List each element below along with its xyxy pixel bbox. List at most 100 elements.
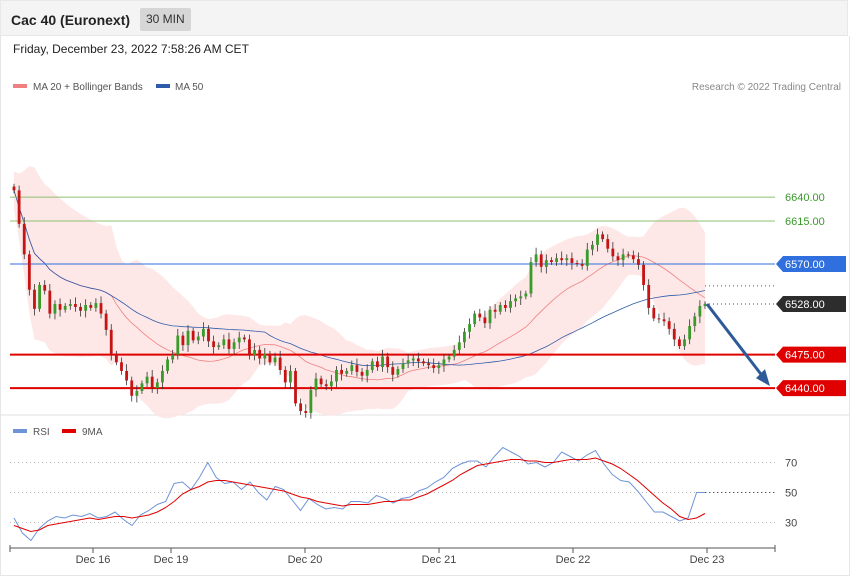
level-label: 6640.00 xyxy=(785,192,825,204)
candle-body xyxy=(396,369,400,375)
candle-body xyxy=(268,353,272,363)
rsi-ma-legend-swatch xyxy=(62,429,76,433)
candle-body xyxy=(53,304,57,314)
candle-body xyxy=(166,359,169,371)
candle-body xyxy=(33,289,36,309)
candle-body xyxy=(601,234,605,240)
candle-body xyxy=(386,356,390,368)
candle-body xyxy=(647,284,651,308)
candle-body xyxy=(442,359,446,366)
candle-body xyxy=(294,370,297,404)
candle-body xyxy=(43,284,47,291)
candle-body xyxy=(575,262,579,264)
candle-body xyxy=(596,234,599,245)
forecast-arrow-head xyxy=(756,369,770,387)
instrument-title: Cac 40 (Euronext) xyxy=(11,12,131,28)
candle-body xyxy=(109,329,113,354)
candle-body xyxy=(406,360,410,364)
candle-body xyxy=(263,353,267,359)
candle-body xyxy=(427,363,431,366)
forecast-arrow-shaft xyxy=(705,303,766,380)
candle-body xyxy=(283,369,287,383)
candle-body xyxy=(637,259,640,265)
candle-body xyxy=(488,309,492,324)
candle-body xyxy=(38,284,42,309)
candle-body xyxy=(590,244,594,250)
candle-body xyxy=(125,370,129,381)
rsi-tick-label: 30 xyxy=(785,518,797,530)
candle-body xyxy=(350,365,354,371)
candle-body xyxy=(677,339,681,347)
candle-body xyxy=(391,367,395,375)
candle-body xyxy=(642,264,645,285)
candle-body xyxy=(345,370,349,374)
candle-body xyxy=(693,316,697,327)
candle-body xyxy=(335,369,338,382)
candle-body xyxy=(631,255,635,260)
candle-body xyxy=(48,290,52,314)
candle-body xyxy=(688,326,692,340)
interval-button[interactable]: 30 MIN xyxy=(140,8,191,31)
candle-body xyxy=(145,376,149,384)
candle-body xyxy=(309,390,313,413)
candle-body xyxy=(58,304,62,310)
candle-body xyxy=(478,313,482,318)
candle-body xyxy=(79,306,82,311)
candle-body xyxy=(329,381,333,387)
candle-body xyxy=(355,365,359,372)
candle-body xyxy=(227,339,231,349)
candle-body xyxy=(463,331,466,343)
level-tag-support xyxy=(776,380,846,397)
candle-body xyxy=(611,248,615,257)
bollinger-legend-swatch xyxy=(13,84,27,88)
candle-body xyxy=(626,254,630,256)
candle-body xyxy=(140,383,144,391)
chart-header: Cac 40 (Euronext) 30 MIN xyxy=(0,0,848,36)
candle-body xyxy=(155,382,159,389)
time-axis-label: Dec 16 xyxy=(76,554,111,566)
bollinger-legend-label: MA 20 + Bollinger Bands xyxy=(33,82,143,93)
candle-body xyxy=(253,349,256,356)
candle-body xyxy=(186,330,190,346)
candle-body xyxy=(422,361,425,364)
level-tag-last xyxy=(776,296,846,313)
candle-body xyxy=(452,349,456,357)
candle-body xyxy=(652,307,656,319)
candle-body xyxy=(381,356,384,368)
time-axis-label: Dec 23 xyxy=(690,554,725,566)
candle-body xyxy=(493,309,497,312)
bollinger-band-fill xyxy=(14,166,705,419)
candle-body xyxy=(299,403,303,412)
level-label: 6570.00 xyxy=(785,259,825,271)
candle-body xyxy=(207,328,210,342)
candle-body xyxy=(68,304,72,306)
candle-body xyxy=(580,263,584,266)
candle-body xyxy=(698,305,702,317)
rsi-ma-legend-label: 9MA xyxy=(82,427,103,438)
candle-body xyxy=(217,345,221,348)
candle-body xyxy=(248,339,251,356)
candle-body xyxy=(161,370,164,383)
candle-body xyxy=(22,223,26,255)
candle-body xyxy=(565,258,569,261)
rsi-tick-label: 50 xyxy=(785,488,797,500)
candle-body xyxy=(314,378,318,391)
time-axis-label: Dec 21 xyxy=(422,554,457,566)
candle-body xyxy=(585,249,589,266)
candle-body xyxy=(191,330,195,341)
level-label: 6475.00 xyxy=(785,350,825,362)
rsi-legend-swatch xyxy=(13,429,27,433)
candle-body xyxy=(89,305,93,308)
time-axis-label: Dec 20 xyxy=(288,554,323,566)
candle-body xyxy=(17,190,21,224)
candle-body xyxy=(503,305,507,308)
candle-body xyxy=(63,305,67,310)
candle-body xyxy=(498,305,502,312)
candle-body xyxy=(657,318,661,320)
rsi-panel: 30 50 70 xyxy=(10,446,797,542)
candle-body xyxy=(514,298,518,302)
rsi-tick-label: 70 xyxy=(785,458,797,470)
candle-body xyxy=(534,254,538,263)
candle-body xyxy=(411,358,415,361)
credit-text: Research © 2022 Trading Central xyxy=(692,82,841,93)
